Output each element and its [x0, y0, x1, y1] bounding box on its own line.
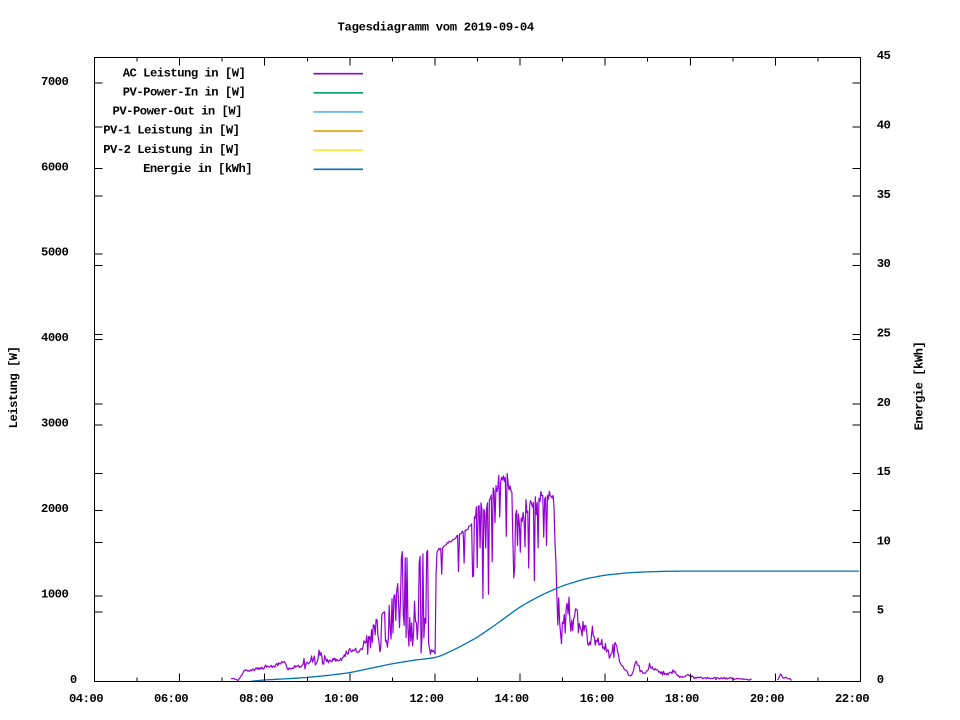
- svg-text:20: 20: [877, 396, 891, 410]
- svg-text:18:00: 18:00: [665, 692, 699, 706]
- svg-text:35: 35: [877, 188, 891, 202]
- svg-text:5000: 5000: [41, 246, 68, 260]
- svg-text:4000: 4000: [41, 331, 68, 345]
- svg-text:10:00: 10:00: [324, 692, 358, 706]
- svg-text:10: 10: [877, 534, 891, 548]
- svg-text:6000: 6000: [41, 160, 68, 174]
- svg-text:AC Leistung in [W]: AC Leistung in [W]: [123, 66, 246, 80]
- svg-text:12:00: 12:00: [409, 692, 443, 706]
- svg-text:Energie [kWh]: Energie [kWh]: [913, 342, 927, 431]
- svg-text:20:00: 20:00: [750, 692, 784, 706]
- svg-text:30: 30: [877, 257, 891, 271]
- svg-text:PV-Power-Out in [W]: PV-Power-Out in [W]: [113, 105, 242, 119]
- svg-text:16:00: 16:00: [580, 692, 614, 706]
- svg-text:Tagesdiagramm vom 2019-09-04: Tagesdiagramm vom 2019-09-04: [338, 20, 534, 34]
- svg-text:45: 45: [877, 49, 891, 63]
- svg-text:14:00: 14:00: [495, 692, 529, 706]
- svg-text:0: 0: [70, 673, 77, 687]
- svg-text:PV-1 Leistung in [W]: PV-1 Leistung in [W]: [103, 124, 239, 138]
- svg-text:3000: 3000: [41, 417, 68, 431]
- svg-text:08:00: 08:00: [239, 692, 273, 706]
- svg-text:1000: 1000: [41, 588, 68, 602]
- svg-text:04:00: 04:00: [69, 692, 103, 706]
- svg-text:Leistung [W]: Leistung [W]: [7, 347, 21, 429]
- svg-text:06:00: 06:00: [154, 692, 188, 706]
- svg-text:Energie in [kWh]: Energie in [kWh]: [143, 162, 252, 176]
- svg-text:25: 25: [877, 326, 891, 340]
- svg-text:15: 15: [877, 465, 891, 479]
- svg-text:0: 0: [877, 673, 884, 687]
- svg-text:2000: 2000: [41, 502, 68, 516]
- svg-text:7000: 7000: [41, 75, 68, 89]
- svg-text:40: 40: [877, 119, 891, 133]
- svg-text:5: 5: [877, 604, 884, 618]
- svg-text:22:00: 22:00: [835, 692, 869, 706]
- svg-text:PV-2 Leistung in [W]: PV-2 Leistung in [W]: [103, 143, 239, 157]
- svg-text:PV-Power-In in [W]: PV-Power-In in [W]: [123, 85, 246, 99]
